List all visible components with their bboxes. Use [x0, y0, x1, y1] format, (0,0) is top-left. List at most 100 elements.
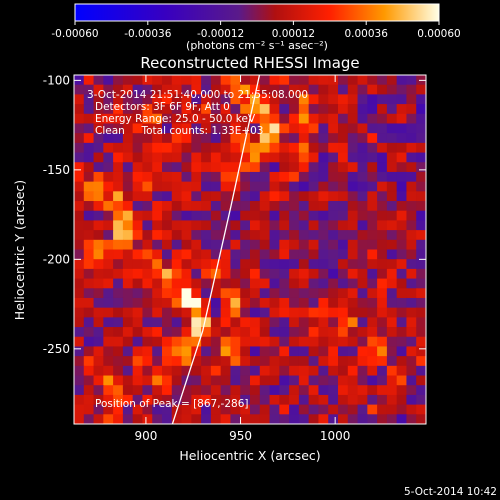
heatmap-cell	[338, 307, 349, 318]
heatmap-cell	[347, 75, 359, 86]
heatmap-cell	[103, 375, 114, 386]
heatmap-cell	[318, 327, 329, 338]
heatmap-cell	[122, 249, 134, 260]
heatmap-cell	[357, 230, 368, 241]
heatmap-cell	[181, 201, 192, 212]
heatmap-cell	[269, 171, 280, 183]
heatmap-cell	[279, 201, 290, 212]
heatmap-cell	[210, 142, 222, 154]
heatmap-cell	[240, 327, 251, 338]
heatmap-cell	[240, 191, 251, 202]
heatmap-cell	[171, 84, 183, 95]
heatmap-cells	[74, 75, 426, 424]
heatmap-cell	[83, 385, 95, 396]
heatmap-cell	[338, 375, 349, 386]
heatmap-cell	[74, 220, 85, 231]
heatmap-cell	[240, 239, 251, 251]
heatmap-cell	[230, 268, 241, 280]
heatmap-cell	[328, 162, 339, 173]
heatmap-cell	[162, 210, 173, 222]
heatmap-cell	[83, 278, 95, 289]
heatmap-cell	[181, 336, 192, 348]
heatmap-cell	[259, 259, 271, 270]
heatmap-cell	[328, 181, 339, 192]
heatmap-cell	[279, 142, 290, 154]
heatmap-cell	[259, 142, 271, 154]
heatmap-cell	[83, 210, 95, 222]
heatmap-cell	[386, 181, 398, 192]
heatmap-cell	[210, 297, 222, 309]
heatmap-cell	[210, 94, 222, 105]
heatmap-cell	[298, 249, 310, 260]
heatmap-cell	[406, 365, 417, 377]
heatmap-cell	[279, 414, 290, 424]
heatmap-cell	[377, 394, 388, 406]
heatmap-cell	[279, 123, 290, 134]
colorbar-gradient	[74, 3, 440, 22]
heatmap-cell	[377, 365, 388, 377]
heatmap-cell	[230, 142, 241, 154]
y-tick-label: -250	[43, 342, 70, 356]
heatmap-cell	[416, 356, 426, 367]
heatmap-cell	[83, 220, 95, 231]
heatmap-cell	[152, 385, 163, 396]
heatmap-cell	[162, 75, 173, 86]
heatmap-cell	[318, 94, 329, 105]
heatmap-cell	[93, 191, 104, 202]
heatmap-cell	[93, 317, 104, 328]
heatmap-cell	[367, 171, 378, 183]
heatmap-cell	[152, 259, 163, 270]
heatmap-cell	[386, 220, 398, 231]
heatmap-cell	[338, 142, 349, 154]
heatmap-cell	[406, 133, 417, 144]
heatmap-cell	[396, 104, 408, 115]
heatmap-cell	[162, 327, 173, 338]
heatmap-cell	[132, 191, 144, 202]
heatmap-cell	[416, 123, 426, 134]
heatmap-cell	[103, 346, 114, 357]
heatmap-cell	[230, 278, 241, 289]
heatmap-cell	[191, 210, 202, 222]
heatmap-cell	[289, 385, 300, 396]
heatmap-cell	[142, 123, 153, 134]
heatmap-cell	[191, 152, 202, 163]
heatmap-cell	[367, 327, 378, 338]
heatmap-cell	[162, 162, 173, 173]
heatmap-cell	[338, 181, 349, 192]
heatmap-cell	[142, 297, 153, 309]
heatmap-cell	[250, 191, 261, 202]
heatmap-cell	[406, 123, 417, 134]
heatmap-cell	[386, 201, 398, 212]
heatmap-cell	[113, 181, 124, 192]
heatmap-cell	[210, 133, 222, 144]
heatmap-cell	[162, 152, 173, 163]
heatmap-cell	[162, 113, 173, 125]
heatmap-cell	[338, 133, 349, 144]
heatmap-cell	[74, 336, 85, 348]
heatmap-cell	[338, 356, 349, 367]
heatmap-cell	[152, 113, 163, 125]
heatmap-cell	[181, 414, 192, 424]
heatmap-cell	[269, 259, 280, 270]
heatmap-cell	[132, 288, 144, 299]
heatmap-cell	[259, 414, 271, 424]
heatmap-cell	[240, 171, 251, 183]
heatmap-cell	[406, 375, 417, 386]
heatmap-cell	[103, 317, 114, 328]
heatmap-cell	[386, 191, 398, 202]
heatmap-cell	[83, 201, 95, 212]
heatmap-cell	[152, 142, 163, 154]
heatmap-cell	[201, 210, 212, 222]
heatmap-cell	[328, 152, 339, 163]
heatmap-cell	[328, 75, 339, 86]
heatmap-cell	[357, 142, 368, 154]
heatmap-cell	[318, 404, 329, 415]
heatmap-cell	[181, 133, 192, 144]
heatmap-cell	[113, 239, 124, 251]
heatmap-cell	[113, 385, 124, 396]
heatmap-cell	[74, 297, 85, 309]
heatmap-cell	[74, 356, 85, 367]
heatmap-cell	[93, 414, 104, 424]
heatmap-cell	[122, 113, 134, 125]
heatmap-cell	[142, 210, 153, 222]
